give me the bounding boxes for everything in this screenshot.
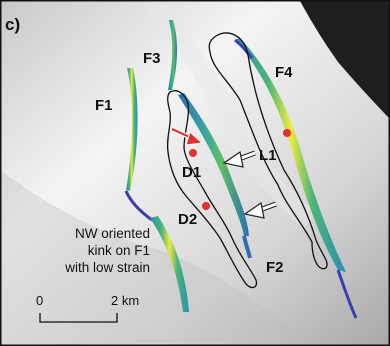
- red-arrow-icon: [171, 126, 204, 146]
- fracture-F3-strain: [168, 20, 178, 90]
- white-arrow-D2-icon: [243, 201, 277, 219]
- dark-ocean-corner: [300, 1, 389, 118]
- label-F1: F1: [95, 97, 113, 114]
- marker-D1: [189, 149, 197, 157]
- scale-bar: 0 2 km: [36, 293, 139, 323]
- label-F2: F2: [266, 259, 284, 276]
- outline-D1-D2: [166, 90, 258, 289]
- terrain-highlight: [142, 0, 317, 228]
- kink-note-line1: NW oriented: [75, 226, 150, 241]
- fracture-F1-kink-low-strain: [124, 190, 153, 222]
- label-F4: F4: [275, 64, 293, 81]
- terrain-shade: [0, 170, 300, 346]
- label-D2: D2: [178, 211, 197, 228]
- outline-L1: [208, 32, 328, 270]
- fracture-F4-tip-strain: [336, 269, 358, 319]
- label-F3: F3: [143, 50, 161, 67]
- label-D1: D1: [182, 164, 201, 181]
- fracture-F2-upper-strain: [178, 93, 249, 236]
- fracture-F1-upper-strain: [126, 68, 138, 191]
- fracture-F2-lower-strain: [242, 235, 252, 259]
- scale-start-label: 0: [36, 293, 43, 308]
- fracture-F4-strain: [235, 38, 346, 272]
- marker-D2: [202, 202, 210, 210]
- kink-note-line2: kink on F1: [88, 243, 150, 258]
- label-L1: L1: [259, 147, 277, 164]
- marker-L1: [283, 129, 291, 137]
- white-arrow-L1-icon: [222, 150, 256, 168]
- scale-end-label: 2 km: [111, 293, 139, 308]
- scale-bar-line: [39, 313, 118, 323]
- fracture-F1-lower-strain: [150, 216, 189, 312]
- panel-label: c): [5, 15, 20, 34]
- fracture-F4-head-strain: [234, 38, 254, 59]
- kink-note-line3: with low strain: [64, 260, 150, 275]
